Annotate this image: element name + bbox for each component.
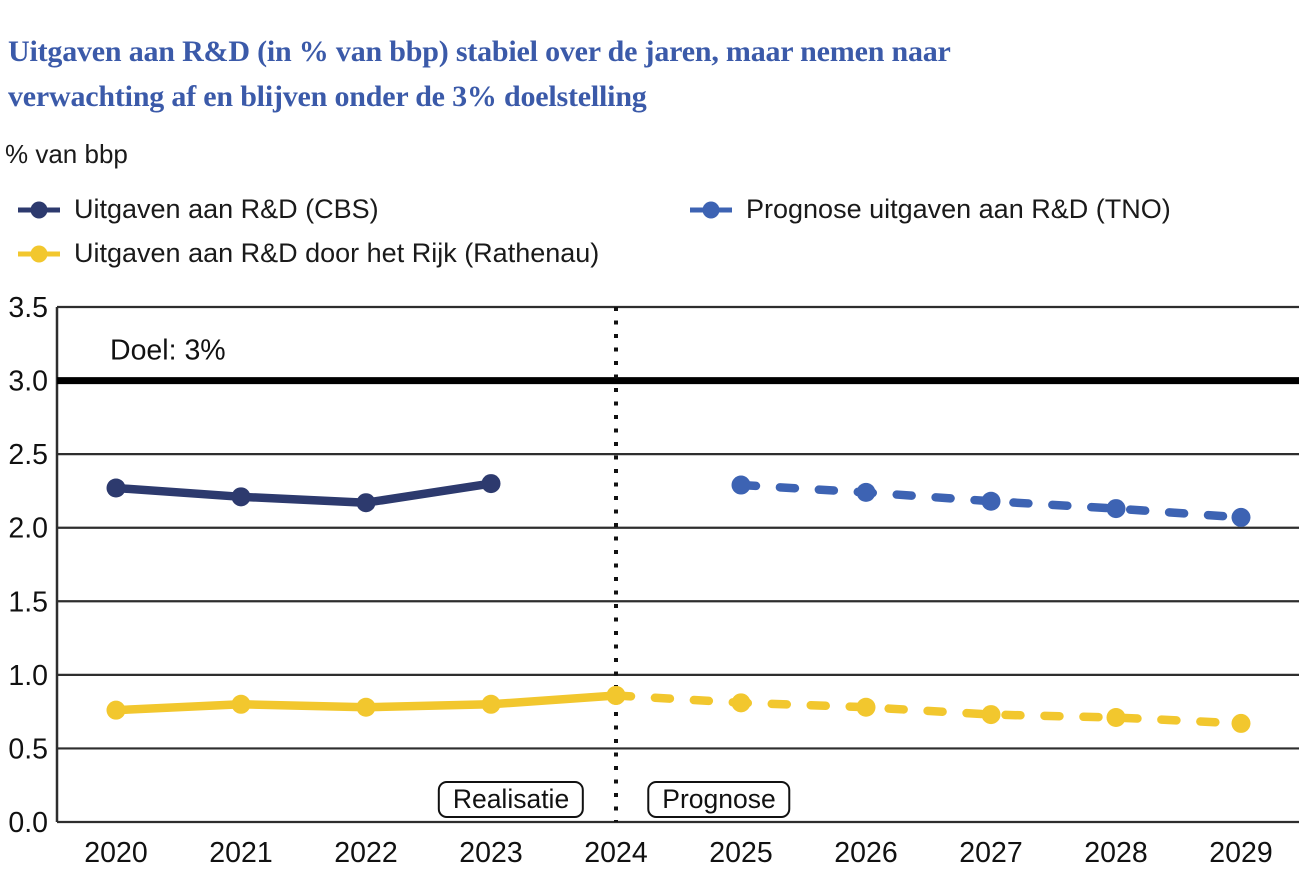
x-tick-label: 2021 <box>209 837 272 869</box>
x-tick-label: 2026 <box>834 837 897 869</box>
y-tick-label: 3.5 <box>8 292 48 324</box>
data-point <box>731 475 751 495</box>
x-tick-label: 2022 <box>334 837 397 869</box>
y-tick-label: 1.0 <box>8 660 48 692</box>
series-line <box>111 479 496 507</box>
x-tick-label: 2028 <box>1084 837 1147 869</box>
data-point <box>231 694 251 714</box>
data-point <box>106 700 126 720</box>
legend-item-cbs: Uitgaven aan R&D (CBS) <box>16 194 379 225</box>
line-chart: Doel: 3% 2020 2021 2022 2023 2024 2025 2026 2027… <box>8 292 1299 869</box>
legend-item-tno: Prognose uitgaven aan R&D (TNO) <box>688 194 1171 225</box>
legend-label: Prognose uitgaven aan R&D (TNO) <box>746 194 1171 224</box>
legend-marker-icon <box>690 201 732 218</box>
data-point <box>356 697 376 717</box>
data-point <box>856 697 876 717</box>
x-tick-label: 2023 <box>459 837 522 869</box>
y-axis-unit-label: % van bbp <box>5 139 128 169</box>
y-tick-label: 0.0 <box>8 807 48 839</box>
title-line-2: verwachting af en blijven onder de 3% do… <box>8 80 647 114</box>
y-tick-label: 0.5 <box>8 733 48 765</box>
data-point <box>1106 499 1126 519</box>
y-tick-label: 2.0 <box>8 513 48 545</box>
page-title: Uitgaven aan R&D (in % van bbp) stabiel … <box>8 29 1293 119</box>
realisatie-label-box: Realisatie <box>437 781 585 818</box>
data-point <box>606 685 626 705</box>
legend-label: Uitgaven aan R&D door het Rijk (Rathenau… <box>74 238 600 268</box>
data-point <box>731 693 751 713</box>
x-tick-label: 2020 <box>84 837 147 869</box>
legend-marker-icon <box>18 245 60 262</box>
x-tick-label: 2025 <box>709 837 772 869</box>
goal-line-label: Doel: 3% <box>110 335 226 367</box>
legend-marker-icon <box>18 201 60 218</box>
y-tick-label: 3.0 <box>8 366 48 398</box>
x-tick-label: 2024 <box>584 837 648 869</box>
data-point <box>1231 713 1251 733</box>
x-tick-label: 2029 <box>1209 837 1272 869</box>
data-point <box>481 694 501 714</box>
title-line-1: Uitgaven aan R&D (in % van bbp) stabiel … <box>8 35 951 69</box>
data-point <box>481 474 501 494</box>
legend-label: Uitgaven aan R&D (CBS) <box>74 194 379 224</box>
data-point <box>356 493 376 513</box>
legend-item-rathenau: Uitgaven aan R&D door het Rijk (Rathenau… <box>16 238 599 269</box>
data-point <box>1231 507 1251 527</box>
data-point <box>106 478 126 498</box>
prognose-label-box: Prognose <box>647 781 791 818</box>
data-point <box>1106 708 1126 728</box>
x-tick-label: 2027 <box>959 837 1022 869</box>
y-tick-label: 2.5 <box>8 439 48 471</box>
series-line <box>611 691 1246 728</box>
data-point <box>231 487 251 507</box>
y-tick-label: 1.5 <box>8 586 48 618</box>
data-point <box>856 482 876 502</box>
data-point <box>981 705 1001 725</box>
data-point <box>981 491 1001 511</box>
